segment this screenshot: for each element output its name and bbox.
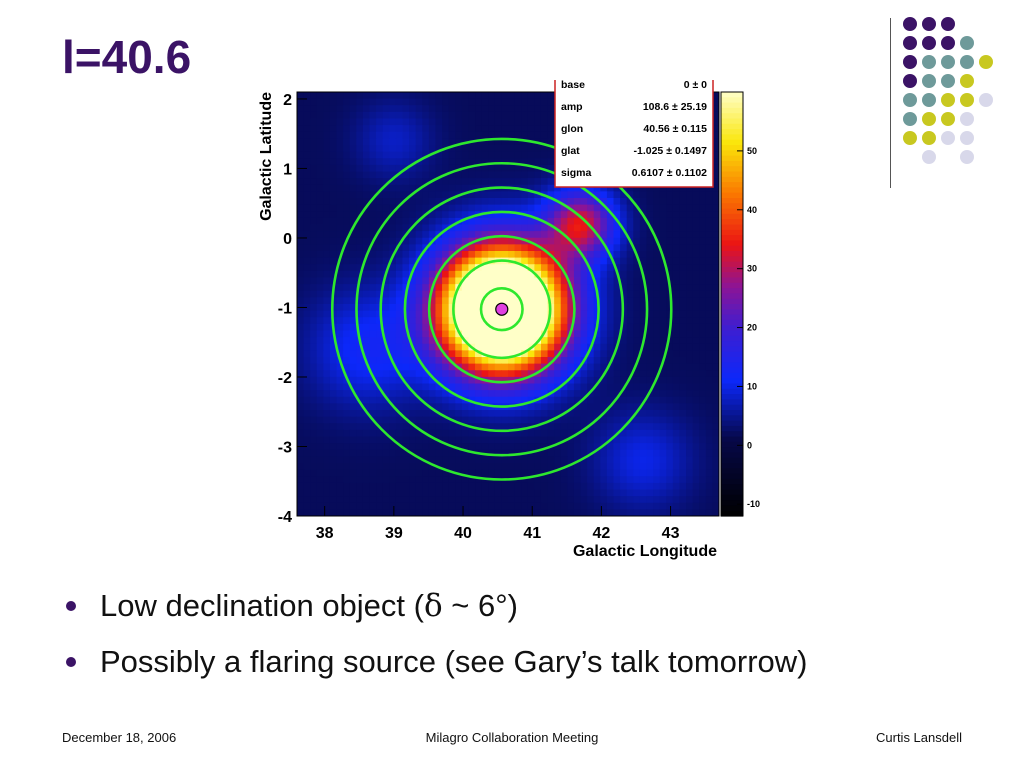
source-marker xyxy=(495,302,509,316)
bullet-dot xyxy=(66,657,76,667)
decor-dot xyxy=(903,112,917,126)
decor-dot xyxy=(960,150,974,164)
stats-box-frame xyxy=(554,80,714,188)
y-tick-label: -2 xyxy=(278,370,292,387)
decor-dot xyxy=(922,36,936,50)
decor-dot xyxy=(979,55,993,69)
contour-ring xyxy=(330,137,673,481)
slide-title: l=40.6 xyxy=(62,31,192,83)
decor-dot xyxy=(941,131,955,145)
stats-value: 0.6107 ± 0.1102 xyxy=(632,167,707,179)
decor-dot xyxy=(960,36,974,50)
footer-date: December 18, 2006 xyxy=(62,730,177,745)
colorbar-tick-label: 50 xyxy=(747,146,757,156)
divider-line xyxy=(890,18,891,188)
delta-symbol: δ xyxy=(423,588,443,624)
contour-rings xyxy=(330,137,673,481)
decor-dot xyxy=(903,93,917,107)
source-position-dot xyxy=(495,302,509,316)
decorative-dot-grid xyxy=(903,17,993,164)
decor-dot xyxy=(922,55,936,69)
y-axis-label: Galactic Latitude xyxy=(258,92,275,221)
colorbar-tick-label: 10 xyxy=(747,381,757,391)
decor-dot xyxy=(922,93,936,107)
plot-frame xyxy=(296,91,720,517)
colorbar-tick-label: 30 xyxy=(747,264,757,274)
x-tick-label: 38 xyxy=(316,525,334,542)
decor-dot xyxy=(922,150,936,164)
colorbar-tick-label: 20 xyxy=(747,323,757,333)
decor-dot xyxy=(903,36,917,50)
x-axis-label: Galactic Longitude xyxy=(573,543,717,560)
colorbar-tick-label: -10 xyxy=(747,499,760,509)
decor-dot xyxy=(903,55,917,69)
contour-ring xyxy=(479,287,524,332)
colorbar: 50 40 30 20 10 0 -10 xyxy=(720,91,760,517)
y-tick-label: -1 xyxy=(278,300,292,317)
bullet-dot xyxy=(66,601,76,611)
decor-dot xyxy=(922,131,936,145)
stats-value: 108.6 ± 25.19 xyxy=(643,101,707,113)
stats-value: 40.56 ± 0.115 xyxy=(643,123,707,135)
decor-dot xyxy=(941,93,955,107)
footer-author: Curtis Lansdell xyxy=(876,730,962,745)
stats-label: sigma xyxy=(561,167,592,179)
decor-dot xyxy=(960,131,974,145)
bullet-item: Low declination object (δ ~ 6°) xyxy=(66,584,808,640)
decor-dot xyxy=(903,74,917,88)
contour-ring xyxy=(427,234,576,384)
stats-label: glon xyxy=(561,123,583,135)
y-tick-label: -3 xyxy=(278,439,292,456)
x-tick-label: 43 xyxy=(662,525,680,542)
decor-dot xyxy=(903,131,917,145)
contour-ring xyxy=(355,161,649,457)
x-tick-label: 40 xyxy=(454,525,472,542)
decor-dot xyxy=(922,74,936,88)
stats-label: amp xyxy=(561,101,583,113)
decor-dot xyxy=(941,55,955,69)
stats-label: base xyxy=(561,80,585,91)
colorbar-frame xyxy=(720,91,744,517)
bullet-item: Possibly a flaring source (see Gary’s ta… xyxy=(66,640,808,696)
decor-dot xyxy=(941,36,955,50)
stats-value: 0 ± 0 xyxy=(684,80,707,91)
decor-dot xyxy=(960,112,974,126)
y-tick-label: 1 xyxy=(283,161,292,178)
decor-dot xyxy=(922,17,936,31)
decor-dot xyxy=(941,74,955,88)
y-tick-label: -4 xyxy=(278,509,292,526)
y-tick-label: 2 xyxy=(283,92,292,109)
decor-dot xyxy=(941,17,955,31)
decor-dot xyxy=(960,74,974,88)
decor-dot xyxy=(960,93,974,107)
skymap-chart: 38 39 40 41 42 43 210-1-2-3-4 Galactic Longit… xyxy=(258,80,760,560)
x-tick-label: 41 xyxy=(523,525,541,542)
stats-value: -1.025 ± 0.1497 xyxy=(634,145,708,157)
bullet-list: Low declination object (δ ~ 6°) Possibly… xyxy=(66,584,808,696)
y-axis: 2 1 0 -1 -2 -3 -4 xyxy=(278,92,307,526)
contour-ring xyxy=(379,186,625,433)
decor-dot xyxy=(922,112,936,126)
contour-ring xyxy=(452,259,552,360)
x-tick-label: 42 xyxy=(592,525,610,542)
decor-dot xyxy=(941,112,955,126)
x-axis: 38 39 40 41 42 43 xyxy=(316,506,680,542)
decor-dot xyxy=(960,55,974,69)
colorbar-tick-label: 0 xyxy=(747,440,752,450)
y-tick-label: 0 xyxy=(283,231,292,248)
decor-dot xyxy=(979,93,993,107)
decor-dot xyxy=(903,17,917,31)
x-tick-label: 39 xyxy=(385,525,403,542)
stats-label: glat xyxy=(561,145,580,157)
footer-meeting: Milagro Collaboration Meeting xyxy=(425,730,599,745)
colorbar-tick-label: 40 xyxy=(747,205,757,215)
contour-ring xyxy=(403,210,600,408)
